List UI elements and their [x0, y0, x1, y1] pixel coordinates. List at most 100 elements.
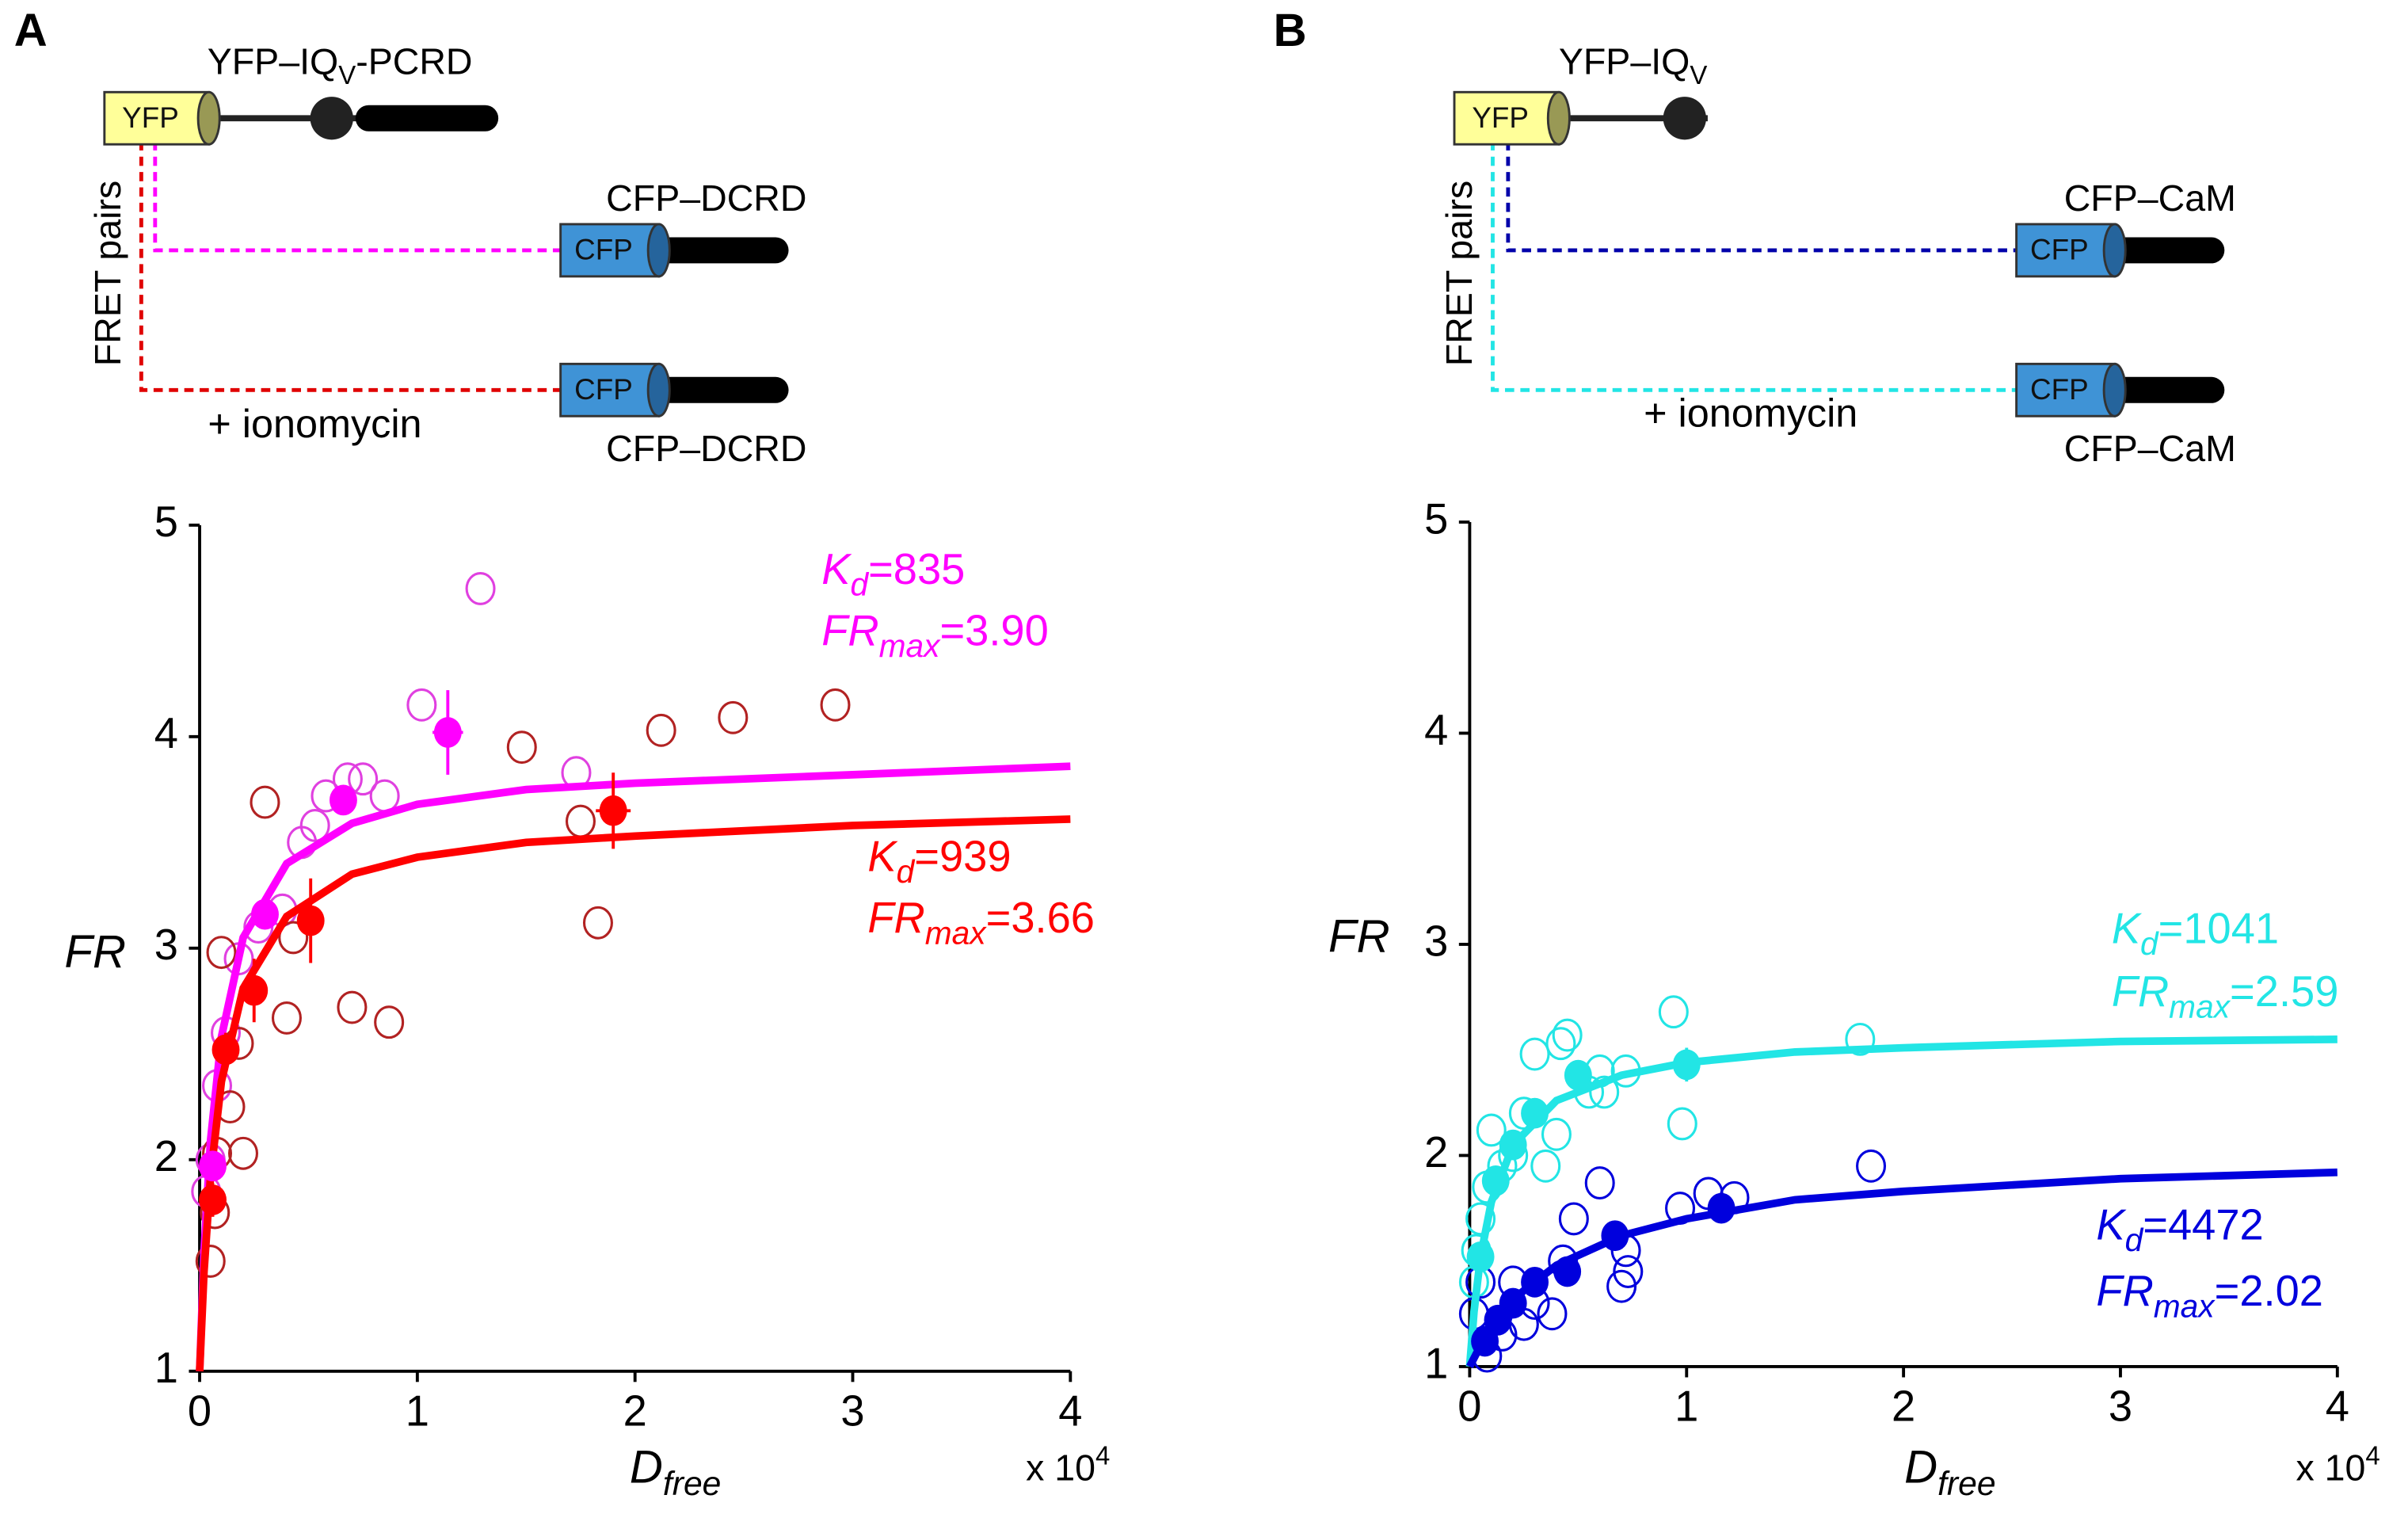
- cfp-label: CFP: [2030, 234, 2089, 266]
- annotation-sub: d: [2125, 1222, 2144, 1258]
- annotation-sub: d: [897, 853, 916, 890]
- y-tick-label: 4: [1424, 706, 1448, 754]
- data-point: [337, 990, 368, 1024]
- cylinder-body: [559, 362, 661, 418]
- annotation-value: =3.66: [986, 894, 1095, 942]
- x-tick-label: 3: [840, 1386, 864, 1435]
- cylinder-end: [2102, 223, 2127, 278]
- partner-label: CFP–DCRD: [606, 428, 806, 469]
- annotation-value: =1041: [2158, 905, 2279, 953]
- annotation-symbol: FR: [2096, 1267, 2153, 1315]
- annotation-value: =939: [914, 833, 1011, 881]
- x-tick-label: 2: [1892, 1382, 1915, 1431]
- cfp-label: CFP: [574, 234, 633, 266]
- mean-point: [211, 1034, 240, 1066]
- data-point: [1530, 1149, 1561, 1183]
- mean-point: [1564, 1059, 1592, 1091]
- annotation: Kd=835: [821, 545, 965, 602]
- data-point: [1558, 1202, 1589, 1236]
- fret-link: [153, 141, 561, 253]
- data-point: [1519, 1037, 1550, 1071]
- data-point: [1667, 1107, 1697, 1141]
- x-label-sub: free: [663, 1465, 721, 1503]
- fret-link: [139, 141, 561, 392]
- x-tick-label: 1: [406, 1386, 429, 1435]
- construct-title: YFP–IQV: [1559, 41, 1707, 90]
- construct-rest: -PCRD: [356, 41, 472, 82]
- data-point: [1545, 1027, 1576, 1061]
- annotation-symbol: K: [867, 833, 898, 881]
- multiplier-base: x 10: [2296, 1447, 2365, 1489]
- mean-point: [1466, 1241, 1495, 1272]
- annotation-value: =2.59: [2230, 967, 2338, 1016]
- data-point: [271, 1001, 302, 1035]
- x-tick-label: 4: [2326, 1382, 2349, 1431]
- annotation-symbol: FR: [2112, 967, 2169, 1016]
- data-point: [1552, 1018, 1583, 1052]
- data-point: [374, 1005, 405, 1039]
- cylinder-end: [646, 223, 671, 278]
- annotation-sub: max: [2154, 1287, 2216, 1324]
- cylinder-body: [2015, 223, 2117, 278]
- cylinder-end: [646, 362, 671, 418]
- mean-point: [1481, 1165, 1510, 1196]
- data-point: [465, 572, 496, 605]
- mean-point: [433, 717, 462, 748]
- x-label-sub: free: [1937, 1465, 1995, 1503]
- fret-link: [1506, 141, 2017, 253]
- annotation: Kd=4472: [2096, 1201, 2263, 1258]
- annotation-symbol: FR: [867, 894, 924, 942]
- multiplier-exp: 4: [2365, 1440, 2379, 1470]
- data-point: [1856, 1149, 1887, 1183]
- annotation-value: =3.90: [939, 607, 1048, 655]
- treatment-label: + ionomycin: [1644, 391, 1857, 436]
- y-tick-label: 4: [154, 709, 178, 757]
- annotation-symbol: K: [2096, 1201, 2127, 1249]
- annotation: FRmax=3.66: [867, 894, 1095, 951]
- data-point: [1541, 1117, 1572, 1151]
- mean-point: [1601, 1220, 1629, 1252]
- x-axis-label: Dfree: [630, 1442, 721, 1503]
- iq-domain: [310, 97, 353, 140]
- y-tick-label: 1: [1424, 1339, 1448, 1387]
- panel-letter: B: [1274, 5, 1307, 56]
- y-tick-label: 2: [154, 1132, 178, 1180]
- annotation-symbol: FR: [821, 607, 878, 655]
- annotation-sub: d: [850, 566, 869, 602]
- x-tick-label: 3: [2109, 1382, 2132, 1431]
- x-label-main: D: [630, 1442, 663, 1493]
- mean-point: [1499, 1129, 1527, 1161]
- annotation: FRmax=2.59: [2112, 967, 2339, 1024]
- data-point: [278, 921, 309, 955]
- data-point: [718, 700, 749, 734]
- data-point: [1658, 995, 1689, 1029]
- data-point: [1613, 1255, 1644, 1288]
- mean-point: [329, 784, 357, 816]
- mean-point: [199, 1184, 227, 1215]
- mean-point: [296, 905, 325, 936]
- data-point: [1465, 1202, 1496, 1236]
- treatment-label: + ionomycin: [208, 401, 421, 446]
- data-point: [250, 785, 280, 819]
- cfp-label: CFP: [2030, 373, 2089, 406]
- data-point: [1584, 1166, 1615, 1200]
- x-label-main: D: [1904, 1442, 1937, 1493]
- annotation: FRmax=2.02: [2096, 1267, 2323, 1324]
- cylinder-end: [2102, 362, 2127, 418]
- panel-letter: A: [14, 5, 48, 56]
- data-point: [646, 713, 676, 747]
- data-point: [820, 688, 851, 722]
- x-multiplier: x 104: [2296, 1440, 2379, 1489]
- y-tick-label: 2: [1424, 1128, 1448, 1176]
- data-point: [348, 762, 379, 796]
- annotation: Kd=1041: [2112, 905, 2279, 962]
- annotation-sub: d: [2140, 925, 2159, 962]
- annotation-symbol: K: [2112, 905, 2143, 953]
- x-multiplier: x 104: [1026, 1440, 1110, 1489]
- y-axis-label: FR: [1328, 911, 1390, 963]
- data-point: [1606, 1269, 1637, 1303]
- mean-point: [199, 1150, 227, 1182]
- x-tick-label: 4: [1058, 1386, 1082, 1435]
